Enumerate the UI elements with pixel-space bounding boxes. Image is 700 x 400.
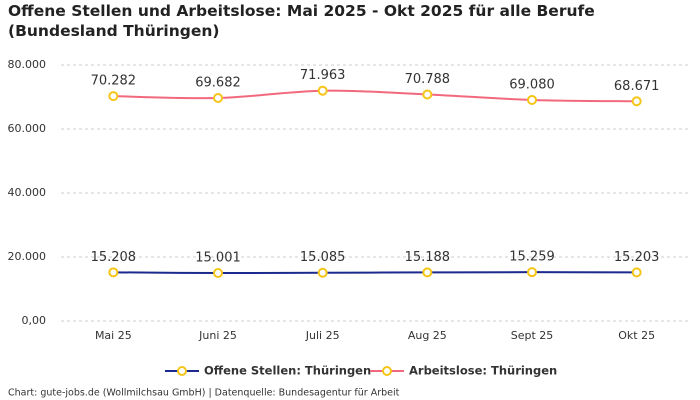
value-label: 71.963: [300, 68, 346, 83]
series-line: [113, 271, 637, 275]
point: [213, 93, 223, 104]
value-label: 15.203: [614, 250, 660, 265]
source: Chart: gute-jobs.de (Wollmilchsau GmbH) …: [8, 388, 400, 399]
point: [527, 267, 537, 278]
x-tick-label: Sept 25: [511, 329, 554, 342]
point: [317, 85, 328, 96]
point: [527, 94, 537, 105]
point: [108, 91, 119, 102]
legend-label: Arbeitslose: Thüringen: [409, 364, 557, 378]
point: [317, 267, 328, 278]
chart-title: Offene Stellen und Arbeitslose: Mai 2025…: [8, 2, 595, 40]
y-tick-label: 0,00: [22, 314, 47, 327]
legend-marker: [177, 366, 187, 376]
value-label: 15.208: [91, 250, 137, 265]
x-tick-label: Juli 25: [305, 329, 340, 342]
value-label: 15.188: [405, 250, 451, 265]
y-tick-label: 20.000: [8, 250, 47, 263]
point: [422, 267, 433, 278]
x-tick-label: Okt 25: [618, 329, 655, 342]
point: [631, 96, 642, 107]
value-label: 70.282: [91, 74, 137, 89]
value-label: 70.788: [405, 72, 451, 87]
legend-marker: [382, 366, 392, 376]
value-label: 15.001: [195, 250, 241, 265]
value-label: 15.085: [300, 250, 346, 265]
point: [108, 267, 119, 278]
y-tick-label: 80.000: [8, 58, 47, 71]
y-tick-label: 60.000: [8, 122, 47, 135]
x-tick-label: Aug 25: [408, 329, 447, 342]
y-tick-label: 40.000: [8, 186, 47, 199]
value-label: 68.671: [614, 79, 660, 94]
point: [631, 267, 642, 278]
x-tick-label: Juni 25: [198, 329, 237, 342]
point: [213, 267, 223, 278]
legend-label: Offene Stellen: Thüringen: [204, 364, 371, 378]
value-label: 15.259: [509, 250, 555, 265]
x-tick-label: Mai 25: [95, 329, 132, 342]
point: [422, 89, 433, 100]
value-label: 69.080: [509, 77, 555, 92]
series-line: [113, 89, 637, 103]
value-label: 69.682: [195, 76, 241, 91]
